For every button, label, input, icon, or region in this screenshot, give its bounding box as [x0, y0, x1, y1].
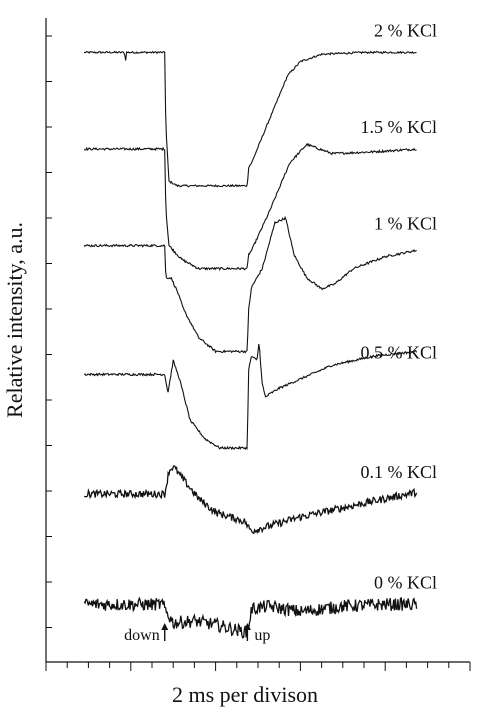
series-line — [84, 464, 418, 535]
series-label: 1 % KCl — [374, 214, 437, 234]
series-line — [83, 142, 417, 271]
markers: down up — [124, 623, 270, 644]
series-labels: 2 % KCl 1.5 % KCl 1 % KCl 0.5 % KCl 0.1 % KC… — [361, 20, 438, 592]
series-label: 2 % KCl — [374, 20, 437, 40]
series-line — [83, 215, 417, 354]
axes — [45, 18, 471, 671]
series-label: 0.1 % KCl — [361, 462, 438, 482]
marker-label: down — [124, 627, 160, 644]
series-label: 0.5 % KCl — [361, 342, 438, 362]
series-label: 1.5 % KCl — [361, 117, 438, 137]
y-axis-label: Relative intensity, a.u. — [2, 222, 27, 418]
series-label: 0 % KCl — [374, 572, 437, 592]
series-line — [83, 596, 418, 639]
marker-arrow-head — [243, 623, 251, 630]
series-line — [83, 50, 417, 188]
series-line — [83, 344, 418, 451]
series-layer — [83, 50, 418, 639]
marker-arrow-head — [161, 623, 169, 630]
marker-label: up — [254, 627, 270, 644]
x-axis-label: 2 ms per divison — [172, 682, 318, 707]
